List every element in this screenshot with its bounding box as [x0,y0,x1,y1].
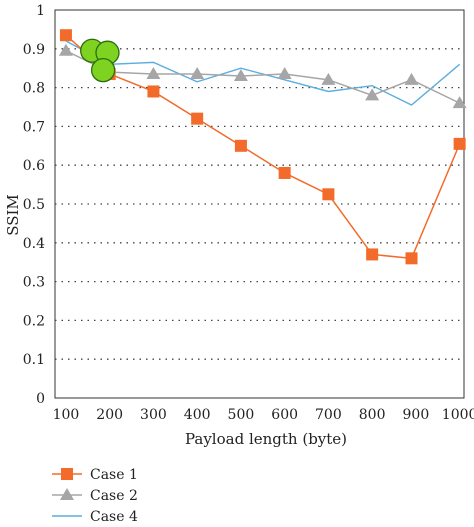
x-tick-label: 100 [53,407,80,423]
plot-border [54,9,465,399]
series-case-2 [58,43,467,109]
data-point [191,112,204,125]
legend-label: Case 1 [90,467,138,483]
data-point [452,96,467,109]
y-axis-label: SSIM [4,194,22,236]
highlight-layer [80,38,120,83]
legend-item: Case 1 [52,467,138,483]
data-point [453,137,466,150]
legend-item: Case 2 [52,488,138,504]
gridlines [55,48,464,360]
data-point [366,248,379,261]
data-point [233,68,248,81]
y-tick-label: 0.2 [23,313,45,329]
legend: Case 1 Case 2 Case 4 [52,467,138,525]
x-tick-label: 600 [271,407,298,423]
y-tick-label: 0 [36,391,45,407]
data-point [147,85,160,98]
x-axis-label: Payload length (byte) [185,430,347,448]
highlight-circle [90,57,116,83]
data-point [190,67,205,80]
y-tick-labels: 0 0.1 0.2 0.3 0.4 0.5 0.6 0.7 0.8 0.9 1 [23,3,45,407]
x-tick-label: 200 [96,407,123,423]
y-tick-label: 0.7 [23,119,45,135]
data-point [404,72,419,85]
legend-marker [60,488,74,500]
data-point [58,43,73,56]
data-point [234,139,247,152]
data-point [365,88,380,101]
y-tick-label: 1 [36,3,45,19]
y-tick-label: 0.9 [23,42,45,58]
x-tick-label: 800 [359,407,386,423]
y-tick-label: 0.4 [23,236,45,252]
data-point [278,166,291,179]
plot-area [54,9,465,399]
data-point [59,29,72,42]
y-tick-label: 0.8 [23,81,45,97]
x-tick-label: 1000 [442,407,474,423]
legend-label: Case 4 [90,509,138,525]
data-point [405,252,418,265]
y-tick-label: 0.6 [23,158,45,174]
data-point [146,67,161,80]
legend-label: Case 2 [90,488,138,504]
x-tick-labels: 100 200 300 400 500 600 700 800 900 1000 [53,407,474,423]
legend-marker [61,468,73,480]
series-line [65,34,461,260]
series-line [65,40,461,106]
x-tick-label: 400 [184,407,211,423]
series-case-4 [65,40,461,106]
x-tick-label: 500 [228,407,255,423]
x-tick-label: 900 [403,407,430,423]
x-tick-label: 700 [315,407,342,423]
data-point [321,72,336,85]
series-line [65,50,460,104]
y-tick-label: 0.5 [23,197,45,213]
series-case-1 [59,29,466,265]
series-layer [58,29,467,265]
y-tick-label: 0.3 [23,275,45,291]
legend-item: Case 4 [52,509,138,525]
x-tick-label: 300 [140,407,167,423]
data-point [322,188,335,201]
y-tick-label: 0.1 [23,352,45,368]
data-point [277,67,292,80]
